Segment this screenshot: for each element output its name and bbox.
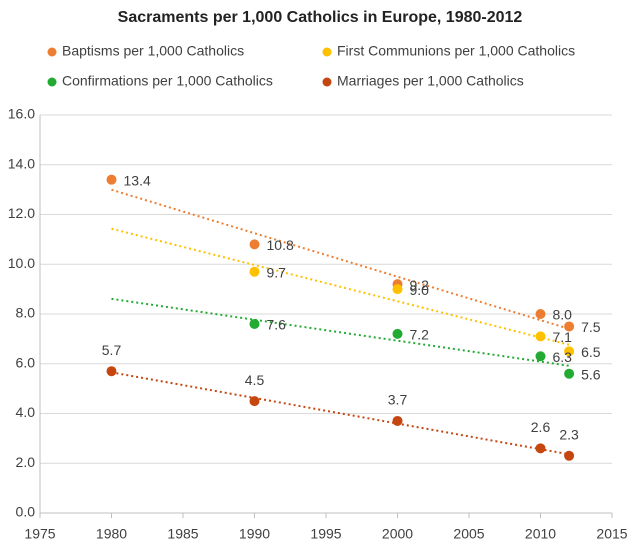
x-tick-label: 1995 [310, 526, 341, 542]
data-point [564, 368, 575, 379]
y-tick-label: 12.0 [8, 205, 35, 221]
data-label: 9.0 [410, 282, 430, 298]
data-point [535, 331, 546, 342]
legend-marker [322, 47, 332, 57]
data-label: 7.6 [267, 317, 287, 333]
data-label: 9.7 [267, 264, 287, 280]
x-tick-label: 2010 [525, 526, 556, 542]
data-point [249, 396, 260, 407]
x-tick-label: 1975 [24, 526, 55, 542]
data-point [392, 284, 403, 295]
y-tick-label: 16.0 [8, 106, 35, 122]
legend-marker [47, 77, 57, 87]
y-tick-label: 8.0 [16, 305, 36, 321]
legend-label: Confirmations per 1,000 Catholics [62, 73, 273, 89]
data-point [564, 450, 575, 461]
x-tick-label: 2000 [382, 526, 413, 542]
data-point [392, 328, 403, 339]
data-label: 8.0 [553, 307, 573, 323]
data-label: 6.3 [553, 349, 573, 365]
data-point [564, 346, 575, 357]
trendline [111, 227, 570, 346]
data-point [535, 443, 546, 454]
x-tick-label: 1980 [96, 526, 127, 542]
x-tick-label: 1985 [167, 526, 198, 542]
legend-label: Marriages per 1,000 Catholics [337, 73, 524, 89]
x-tick-label: 2005 [453, 526, 484, 542]
y-tick-label: 10.0 [8, 255, 35, 271]
legend-marker [47, 47, 57, 57]
legend-label: First Communions per 1,000 Catholics [337, 43, 575, 59]
data-point [249, 239, 260, 250]
y-tick-label: 6.0 [16, 354, 36, 370]
legend-marker [322, 77, 332, 87]
legend-label: Baptisms per 1,000 Catholics [62, 43, 244, 59]
data-label: 7.5 [581, 319, 601, 335]
y-tick-label: 4.0 [16, 404, 36, 420]
data-point [535, 309, 546, 319]
data-point [535, 351, 546, 362]
data-label: 4.5 [245, 372, 265, 388]
data-label: 7.1 [553, 329, 573, 345]
data-point [564, 321, 575, 332]
y-tick-label: 0.0 [16, 504, 36, 520]
data-point [392, 415, 403, 426]
data-point [249, 318, 260, 329]
data-label: 10.8 [267, 237, 294, 253]
data-label: 3.7 [388, 392, 408, 408]
x-tick-label: 2015 [596, 526, 627, 542]
trendline [111, 297, 570, 367]
data-label: 2.3 [559, 426, 579, 442]
data-label: 13.4 [124, 172, 151, 188]
y-tick-label: 14.0 [8, 155, 35, 171]
x-tick-label: 1990 [239, 526, 270, 542]
data-label: 9.2 [410, 277, 430, 293]
data-label: 6.5 [581, 344, 601, 360]
data-label: 7.2 [410, 327, 430, 343]
data-point [249, 266, 260, 277]
data-point [106, 174, 117, 185]
data-label: 5.7 [102, 342, 122, 358]
y-tick-label: 2.0 [16, 454, 36, 470]
data-label: 2.6 [531, 419, 551, 435]
data-point [106, 366, 117, 377]
chart-title: Sacraments per 1,000 Catholics in Europe… [118, 9, 523, 26]
data-label: 5.6 [581, 366, 601, 382]
